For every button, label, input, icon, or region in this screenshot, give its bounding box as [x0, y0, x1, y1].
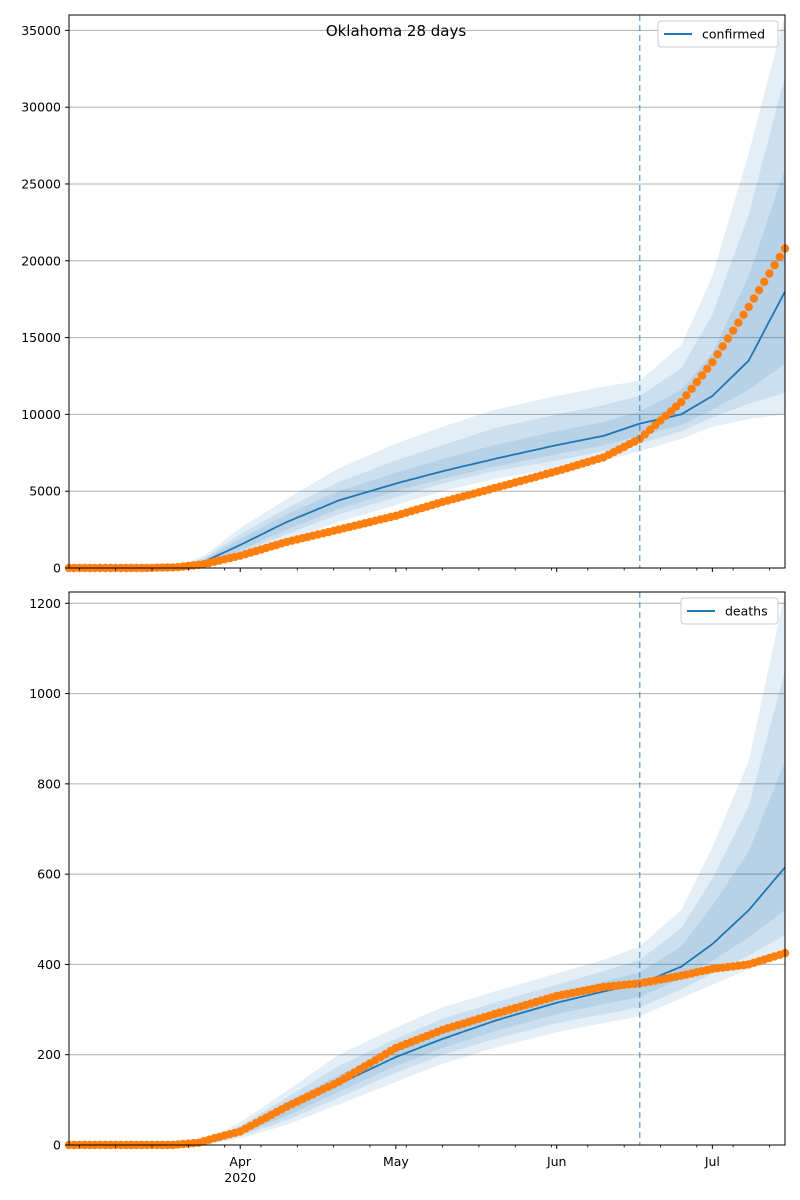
confirmed-observed-point-137	[775, 252, 784, 261]
confirmed-observed-point-120	[687, 384, 696, 393]
xtick-label-jun: Jun	[546, 1154, 567, 1169]
confirmed-band-1	[69, 76, 785, 568]
confirmed-observed-point-123	[703, 364, 712, 373]
legend-label-deaths: deaths	[725, 604, 768, 619]
confirmed-legend: confirmed	[657, 20, 779, 48]
legend-label-confirmed: confirmed	[702, 27, 765, 42]
deaths-uncertainty-bands	[69, 592, 785, 1145]
confirmed-observed-point-135	[765, 269, 774, 278]
confirmed-panel: 0 5000 10000 15000 20000 25000 30000 35000 Okla…	[21, 14, 790, 576]
deaths-ytick-label-800: 800	[37, 776, 61, 791]
deaths-ytick-label-1000: 1000	[29, 686, 61, 701]
confirmed-observed-point-128	[728, 326, 738, 335]
confirmed-observed-point-126	[718, 342, 727, 351]
confirmed-observed-point-125	[713, 350, 722, 359]
confirmed-observed-point-119	[682, 391, 691, 400]
confirmed-ytick-label-35000: 35000	[21, 23, 61, 38]
confirmed-observed-point-136	[770, 261, 779, 270]
xtick-label-jul: Jul	[704, 1154, 720, 1169]
deaths-panel: 0 200 400 600 800 1000 1200 deaths	[29, 591, 790, 1153]
confirmed-observed-point-121	[692, 377, 701, 387]
confirmed-observed-point-132	[749, 294, 759, 303]
confirmed-uncertainty-bands	[69, 15, 785, 568]
chart-title: Oklahoma 28 days	[326, 22, 467, 40]
deaths-ytick-label-0: 0	[53, 1138, 61, 1153]
xtick-label-may: May	[383, 1154, 409, 1169]
confirmed-observed-point-129	[734, 318, 743, 327]
confirmed-axes: 0 5000 10000 15000 20000 25000 30000 35000	[21, 14, 786, 576]
legend-box	[657, 20, 779, 48]
confirmed-ytick-label-30000: 30000	[21, 100, 61, 115]
deaths-axes: 0 200 400 600 800 1000 1200	[29, 591, 786, 1153]
confirmed-observed-point-122	[697, 371, 707, 380]
deaths-ytick-label-400: 400	[37, 957, 61, 972]
confirmed-observed-point-133	[754, 286, 764, 295]
deaths-ytick-label-600: 600	[37, 867, 61, 882]
deaths-ytick-label-1200: 1200	[29, 596, 61, 611]
confirmed-observed-point-134	[760, 277, 769, 286]
confirmed-observed-point-118	[677, 397, 686, 407]
confirmed-ytick-label-25000: 25000	[21, 176, 61, 191]
deaths-legend: deaths	[680, 597, 779, 625]
deaths-band-0	[69, 592, 785, 1145]
deaths-band-1	[69, 671, 785, 1145]
confirmed-ytick-label-10000: 10000	[21, 407, 61, 422]
confirmed-ytick-label-5000: 5000	[29, 484, 61, 499]
confirmed-observed-points	[64, 244, 790, 573]
confirmed-observed-point-131	[744, 302, 753, 312]
xtick-sublabel-year: 2020	[224, 1170, 256, 1185]
confirmed-ytick-label-20000: 20000	[21, 253, 61, 268]
confirmed-band-0	[69, 15, 785, 568]
confirmed-observed-point-124	[708, 358, 717, 367]
confirmed-ytick-label-0: 0	[53, 561, 61, 576]
confirmed-grid	[69, 29, 785, 569]
deaths-frame	[68, 591, 786, 1146]
confirmed-frame	[68, 14, 786, 569]
confirmed-observed-point-127	[723, 334, 733, 343]
deaths-ytick-label-200: 200	[37, 1047, 61, 1062]
deaths-observed-points	[64, 948, 790, 1150]
confirmed-observed-point-130	[739, 310, 748, 319]
legend-box	[680, 597, 779, 625]
confirmed-ytick-label-15000: 15000	[21, 330, 61, 345]
xtick-label-apr: Apr	[229, 1154, 251, 1169]
